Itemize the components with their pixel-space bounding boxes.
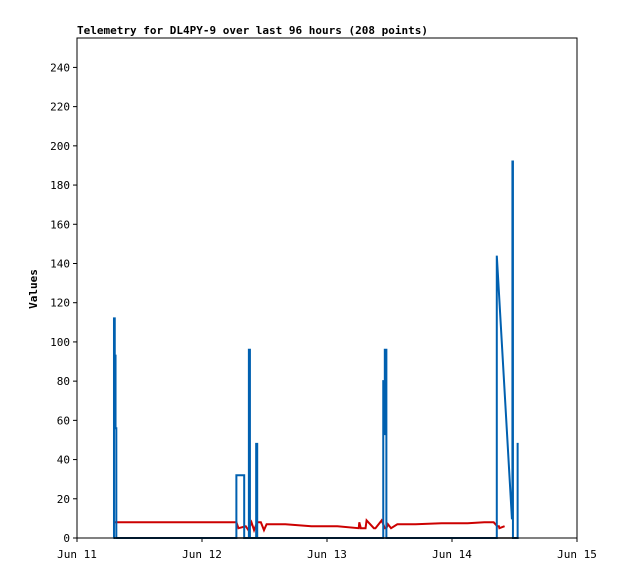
plot-area xyxy=(76,37,578,539)
y-axis: 0 20 40 60 80 100 120 140 160 180 200 220 240 xyxy=(50,61,77,545)
x-axis: Jun 11 Jun 12 Jun 13 Jun 14 Jun 15 xyxy=(57,538,597,561)
y-axis-label: Values xyxy=(27,269,40,309)
y-tick-label: 40 xyxy=(57,454,70,467)
y-tick-label: 60 xyxy=(57,414,70,427)
y-tick-label: 160 xyxy=(50,218,70,231)
series-line-2 xyxy=(112,160,519,539)
y-tick-label: 20 xyxy=(57,493,70,506)
y-tick-label: 140 xyxy=(50,257,70,270)
y-tick-label: 100 xyxy=(50,336,70,349)
y-tick-label: 0 xyxy=(63,532,70,545)
series-layer xyxy=(112,160,519,539)
y-tick-label: 220 xyxy=(50,101,70,114)
y-tick-label: 120 xyxy=(50,297,70,310)
x-tick-label: Jun 12 xyxy=(182,548,222,561)
x-tick-label: Jun 11 xyxy=(57,548,97,561)
x-tick-label: Jun 15 xyxy=(557,548,597,561)
chart-title: Telemetry for DL4PY-9 over last 96 hours… xyxy=(77,24,428,37)
series-line-1 xyxy=(113,518,505,534)
x-tick-label: Jun 13 xyxy=(307,548,347,561)
y-tick-label: 240 xyxy=(50,61,70,74)
y-tick-label: 80 xyxy=(57,375,70,388)
x-tick-label: Jun 14 xyxy=(432,548,472,561)
y-tick-label: 200 xyxy=(50,140,70,153)
y-tick-label: 180 xyxy=(50,179,70,192)
